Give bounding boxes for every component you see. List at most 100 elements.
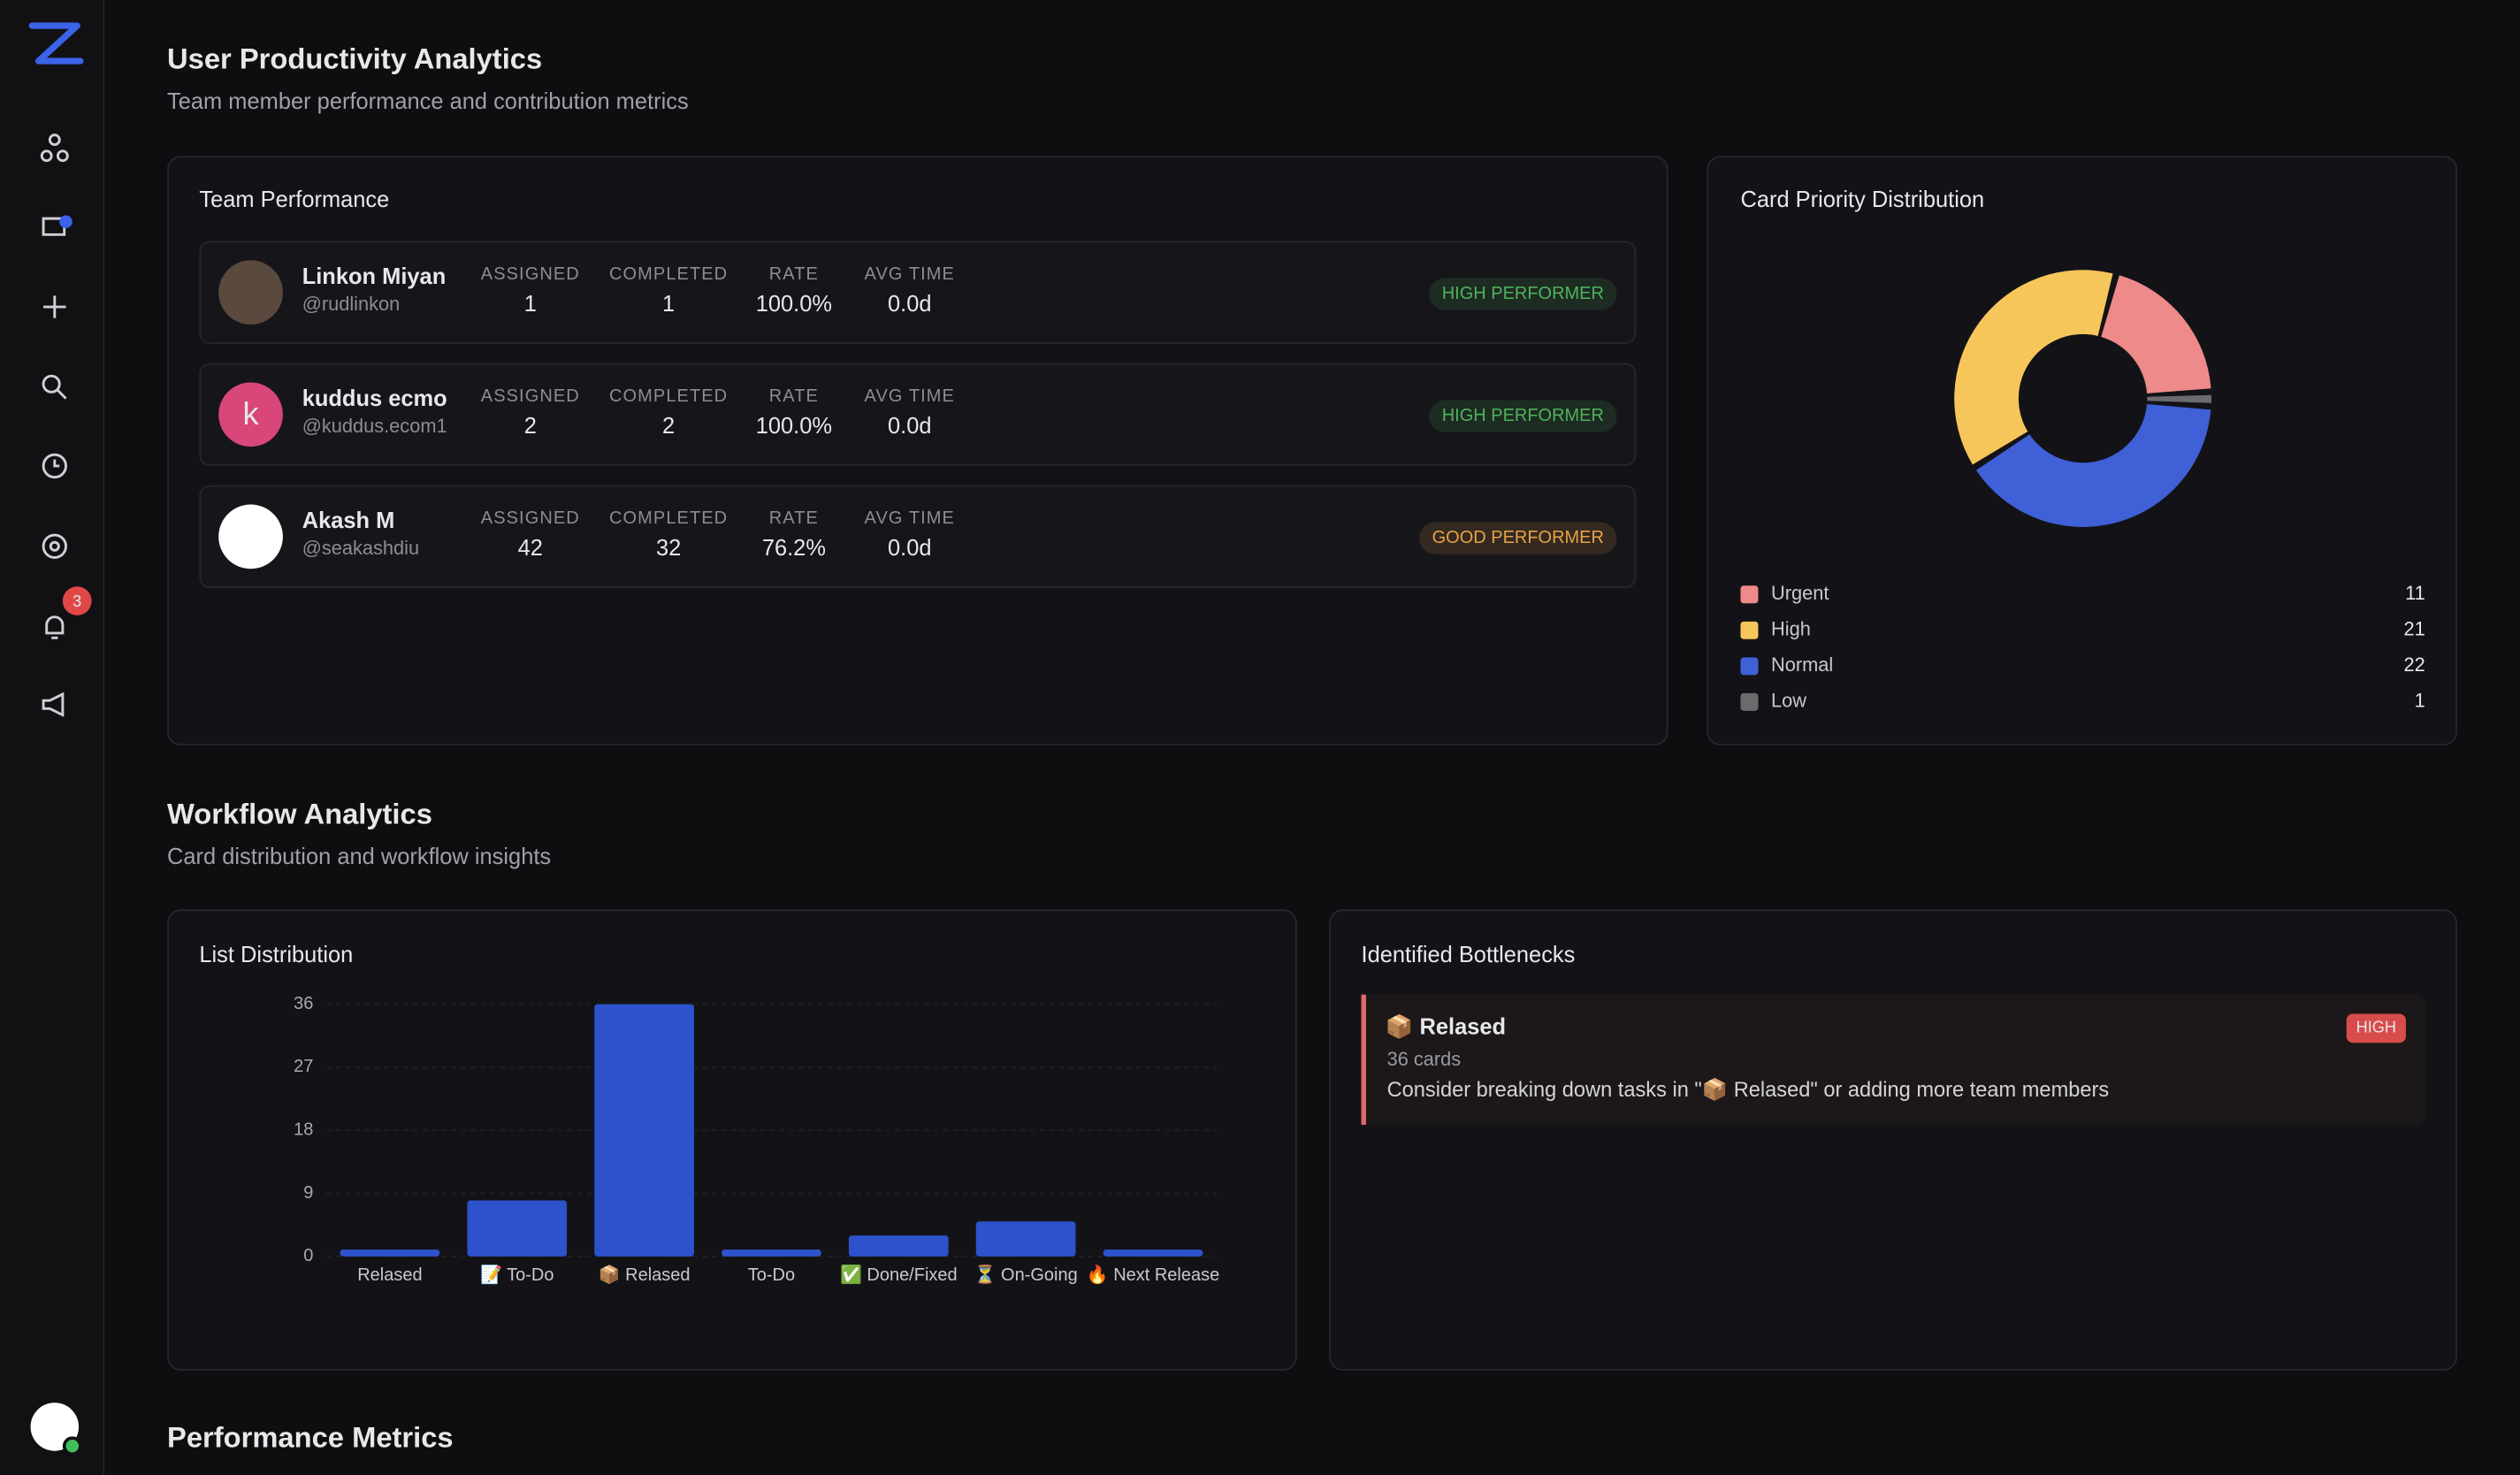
nav-teams[interactable] — [40, 134, 69, 163]
legend-value: 1 — [2415, 690, 2425, 712]
bottleneck-card — [1329, 909, 2458, 1371]
bottleneck-accent — [1361, 994, 1366, 1125]
y-tick-label: 27 — [294, 1057, 313, 1076]
card-title: Identified Bottlenecks — [1362, 943, 1576, 967]
x-tick-label: To-Do — [748, 1265, 795, 1285]
x-tick-label: Relased — [357, 1265, 422, 1285]
member-avatar — [218, 504, 283, 569]
card-title: Team Performance — [199, 187, 389, 212]
stat-label: COMPLETED — [609, 386, 728, 406]
legend-label: Urgent — [1771, 582, 1829, 604]
member-avatar — [218, 382, 283, 447]
performer-badge: HIGH PERFORMER — [1442, 406, 1604, 425]
badge-background — [1429, 400, 1617, 432]
donut-slice — [2101, 275, 2211, 394]
stat-label: AVG TIME — [865, 386, 955, 406]
list-card — [167, 909, 1297, 1371]
nav-icons — [40, 134, 69, 717]
logo[interactable] — [28, 22, 84, 65]
bottleneck-advice: Consider breaking down tasks in "📦 Relas… — [1387, 1077, 2110, 1102]
y-tick-label: 0 — [303, 1246, 313, 1265]
stat-label: RATE — [769, 386, 819, 406]
x-tick-label: 📝 To-Do — [480, 1264, 554, 1285]
y-tick-label: 18 — [294, 1120, 313, 1140]
x-tick-label: 🔥 Next Release — [1087, 1264, 1219, 1285]
section-title: Workflow Analytics — [167, 798, 432, 830]
stat-value: 76.2% — [762, 536, 826, 561]
performer-badge: HIGH PERFORMER — [1442, 284, 1604, 303]
legend-value: 11 — [2405, 582, 2425, 604]
badge-background — [1429, 278, 1617, 310]
member-row — [199, 485, 1637, 589]
bar — [975, 1221, 1076, 1257]
nav-history[interactable] — [42, 453, 67, 479]
bar — [467, 1200, 568, 1257]
stat-label: ASSIGNED — [481, 264, 580, 284]
section-subtitle: Card distribution and workflow insights — [167, 844, 551, 869]
stat-label: AVG TIME — [865, 264, 955, 284]
nav-notifications[interactable] — [45, 615, 65, 639]
member-handle: @seakashdiu — [302, 537, 419, 559]
notification-count: 3 — [73, 592, 81, 610]
stat-value: 32 — [656, 536, 681, 561]
stat-label: COMPLETED — [609, 508, 728, 528]
nav-settings[interactable] — [42, 533, 67, 559]
performer-badge: GOOD PERFORMER — [1432, 528, 1604, 547]
donut-slice — [2147, 394, 2212, 403]
bar — [848, 1235, 949, 1257]
stat-value: 2 — [524, 414, 537, 439]
avatar-initial: k — [242, 395, 259, 432]
bar — [1103, 1249, 1203, 1257]
sidebar — [0, 0, 103, 1475]
member-handle: @kuddus.ecom1 — [302, 415, 447, 437]
member-name: Linkon Miyan — [302, 264, 447, 289]
stat-value: 100.0% — [756, 292, 832, 317]
section-title: Performance Metrics — [167, 1421, 454, 1454]
stat-value: 0.0d — [888, 536, 932, 561]
member-handle: @rudlinkon — [302, 293, 401, 315]
priority-card — [1707, 156, 2458, 746]
bottleneck-item — [1361, 994, 2425, 1125]
x-tick-label: 📦 Relased — [599, 1264, 691, 1285]
severity-background — [2346, 1013, 2406, 1043]
member-row — [199, 241, 1637, 344]
stat-value: 1 — [524, 292, 537, 317]
legend-value: 21 — [2404, 618, 2425, 640]
member-row — [199, 363, 1637, 466]
online-dot — [62, 1436, 82, 1456]
legend-swatch — [1740, 692, 1759, 711]
nav-boards[interactable] — [42, 217, 66, 236]
stat-label: RATE — [769, 508, 819, 528]
severity-badge: HIGH — [2356, 1019, 2396, 1036]
donut-slice — [1954, 270, 2113, 465]
nav-add[interactable] — [43, 295, 66, 318]
stat-value: 100.0% — [756, 414, 832, 439]
stat-value: 2 — [662, 414, 675, 439]
badge-background — [1419, 522, 1617, 554]
member-name: kuddus ecmo — [302, 386, 447, 411]
nav-search[interactable] — [42, 374, 67, 400]
card-title: List Distribution — [199, 943, 353, 967]
legend-label: High — [1771, 618, 1811, 640]
bottleneck-count: 36 cards — [1387, 1048, 1462, 1070]
legend-label: Normal — [1771, 653, 1833, 676]
legend-value: 22 — [2404, 653, 2425, 676]
legend-swatch — [1740, 621, 1759, 639]
stat-label: AVG TIME — [865, 508, 955, 528]
nav-announcements[interactable] — [42, 692, 65, 717]
y-tick-label: 36 — [294, 994, 313, 1013]
stat-label: COMPLETED — [609, 264, 728, 284]
stat-value: 42 — [518, 536, 543, 561]
legend-swatch — [1740, 585, 1759, 604]
stat-value: 0.0d — [888, 414, 932, 439]
bar — [722, 1249, 821, 1257]
donut-slice — [1975, 404, 2211, 527]
x-tick-label: ⏳ On-Going — [974, 1264, 1078, 1285]
card-title: Card Priority Distribution — [1740, 187, 1984, 212]
bar — [594, 1004, 694, 1257]
stat-label: RATE — [769, 264, 819, 284]
bar — [340, 1249, 440, 1257]
stat-label: ASSIGNED — [481, 508, 580, 528]
